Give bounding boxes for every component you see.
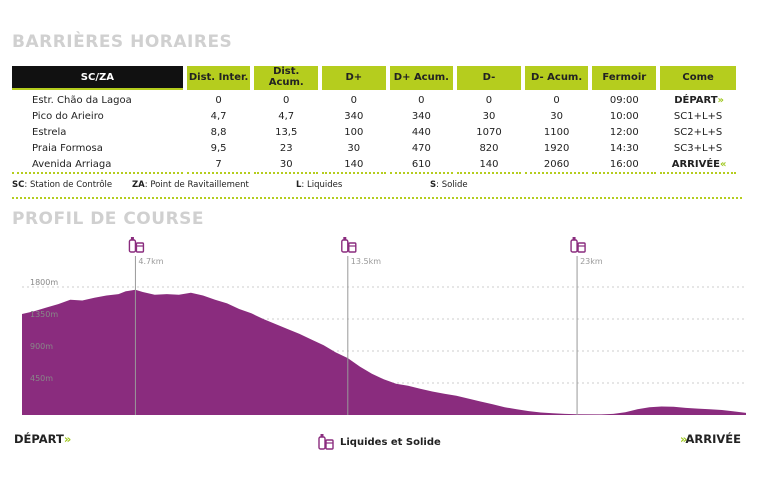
marker-km-label: 4.7km bbox=[138, 257, 163, 266]
cell-dminus: 820 bbox=[479, 142, 499, 154]
cell-inter: 7 bbox=[186, 156, 251, 174]
cell-acum: 4,7 bbox=[278, 110, 295, 122]
supply-marker: 23km bbox=[570, 237, 603, 415]
cell-name: Avenida Arriaga bbox=[12, 156, 183, 174]
arrivee-label: ARRIVÉE bbox=[671, 158, 720, 170]
cell-name: Pico do Arieiro bbox=[32, 110, 104, 122]
y-axis-labels: 1800m 1350m 900m 450m bbox=[30, 278, 58, 383]
cell-name: Estrela bbox=[32, 126, 67, 138]
header-come: Come bbox=[660, 66, 736, 88]
cell-fermoir: 14:30 bbox=[609, 142, 639, 154]
cell-dminus: 140 bbox=[457, 156, 521, 174]
cell-dplus-acum: 440 bbox=[411, 126, 431, 138]
cell-dminus-acum: 2060 bbox=[524, 156, 589, 174]
bottle-food-icon bbox=[570, 237, 586, 253]
header-fermoir: Fermoir bbox=[592, 66, 657, 88]
cell-dplus: 100 bbox=[344, 126, 364, 138]
y-tick-label: 900m bbox=[30, 342, 53, 351]
footer-legend-supply: Liquides et Solide bbox=[318, 433, 441, 451]
marker-km-label: 13.5km bbox=[351, 257, 381, 266]
cell-dplus: 340 bbox=[344, 110, 364, 122]
table-row: Estrela 8,8 13,5 100 440 1070 1100 12:00… bbox=[12, 124, 736, 140]
header-dist-acum: Dist. Acum. bbox=[254, 66, 319, 88]
cell-fermoir: 10:00 bbox=[609, 110, 639, 122]
profile-title: PROFIL DE COURSE bbox=[12, 209, 205, 229]
table-row: Pico do Arieiro 4,7 4,7 340 340 30 30 10… bbox=[12, 108, 736, 124]
table-row: Avenida Arriaga 7 30 140 610 140 2060 16… bbox=[12, 156, 736, 174]
cell-fermoir: 09:00 bbox=[592, 88, 657, 108]
bottle-food-icon bbox=[318, 434, 334, 450]
cell-come: SC1+L+S bbox=[673, 110, 723, 122]
cell-inter: 9,5 bbox=[210, 142, 227, 154]
legend-divider bbox=[12, 197, 742, 199]
cell-dplus-acum: 470 bbox=[411, 142, 431, 154]
chevron-right-icon: » bbox=[63, 432, 72, 446]
supply-markers: 4.7km 13.5km 23km bbox=[128, 237, 603, 415]
barriers-title: BARRIÈRES HORAIRES bbox=[12, 32, 233, 52]
cell-inter: 8,8 bbox=[210, 126, 227, 138]
cell-name: Estr. Chão da Lagoa bbox=[12, 88, 183, 108]
header-d-plus: D+ bbox=[322, 66, 386, 88]
supply-marker: 13.5km bbox=[341, 237, 381, 415]
cell-acum: 23 bbox=[279, 142, 293, 154]
cell-dminus: 30 bbox=[482, 110, 496, 122]
cell-come: SC3+L+S bbox=[673, 142, 723, 154]
cell-dminus-acum: 1920 bbox=[543, 142, 570, 154]
chevron-right-icon: » bbox=[680, 432, 688, 446]
bottle-food-icon bbox=[341, 237, 357, 253]
footer-start: DÉPART» bbox=[14, 432, 72, 446]
bottle-food-icon bbox=[128, 237, 145, 253]
legend-za: ZA: Point de Ravitaillement bbox=[132, 180, 249, 190]
cell-dminus-acum: 30 bbox=[550, 110, 563, 122]
footer-end: »ARRIVÉE bbox=[680, 432, 741, 446]
header-d-minus: D- bbox=[457, 66, 521, 88]
marker-km-label: 23km bbox=[580, 257, 603, 266]
supply-marker: 4.7km bbox=[128, 237, 164, 415]
cell-come: SC2+L+S bbox=[673, 126, 723, 138]
cell-dplus: 140 bbox=[322, 156, 386, 174]
y-tick-label: 1800m bbox=[30, 278, 58, 287]
cell-inter: 4,7 bbox=[210, 110, 227, 122]
cell-acum: 30 bbox=[254, 156, 319, 174]
cell-fermoir: 12:00 bbox=[609, 126, 639, 138]
header-dist-inter: Dist. Inter. bbox=[186, 66, 251, 88]
table-header-row: SC/ZA Dist. Inter. Dist. Acum. D+ D+ Acu… bbox=[12, 66, 736, 88]
header-sc-za: SC/ZA bbox=[12, 66, 183, 88]
cell-dplus: 30 bbox=[347, 142, 361, 154]
cell-dminus: 1070 bbox=[476, 126, 502, 138]
cell-inter: 0 bbox=[186, 88, 251, 108]
cell-name: Praia Formosa bbox=[32, 142, 103, 154]
cell-dminus: 0 bbox=[457, 88, 521, 108]
chevron-right-icon: » bbox=[717, 94, 725, 106]
table-row: Estr. Chão da Lagoa 0 0 0 0 0 0 09:00 DÉ… bbox=[12, 88, 736, 108]
cell-fermoir: 16:00 bbox=[592, 156, 657, 174]
depart-label: DÉPART bbox=[674, 94, 718, 106]
cell-dplus-acum: 0 bbox=[389, 88, 454, 108]
cell-dplus-acum: 340 bbox=[411, 110, 431, 122]
legend-sc: SC: Station de Contrôle bbox=[12, 180, 113, 190]
chevron-left-icon: « bbox=[720, 158, 727, 170]
cell-dplus-acum: 610 bbox=[389, 156, 454, 174]
legend-l: L: Liquides bbox=[296, 180, 343, 190]
cell-come: DÉPART» bbox=[660, 88, 736, 108]
time-barrier-table: SC/ZA Dist. Inter. Dist. Acum. D+ D+ Acu… bbox=[8, 66, 740, 174]
y-tick-label: 450m bbox=[30, 374, 53, 383]
cell-dplus: 0 bbox=[322, 88, 386, 108]
elevation-area bbox=[22, 289, 746, 415]
y-tick-label: 1350m bbox=[30, 310, 58, 319]
table-row: Praia Formosa 9,5 23 30 470 820 1920 14:… bbox=[12, 140, 736, 156]
cell-acum: 13,5 bbox=[275, 126, 298, 138]
cell-dminus-acum: 1100 bbox=[543, 126, 570, 138]
cell-acum: 0 bbox=[254, 88, 319, 108]
cell-dminus-acum: 0 bbox=[524, 88, 589, 108]
cell-come: ARRIVÉE« bbox=[660, 156, 736, 174]
header-d-plus-acum: D+ Acum. bbox=[389, 66, 454, 88]
legend-s: S: Solide bbox=[430, 180, 468, 190]
header-d-minus-acum: D- Acum. bbox=[524, 66, 589, 88]
